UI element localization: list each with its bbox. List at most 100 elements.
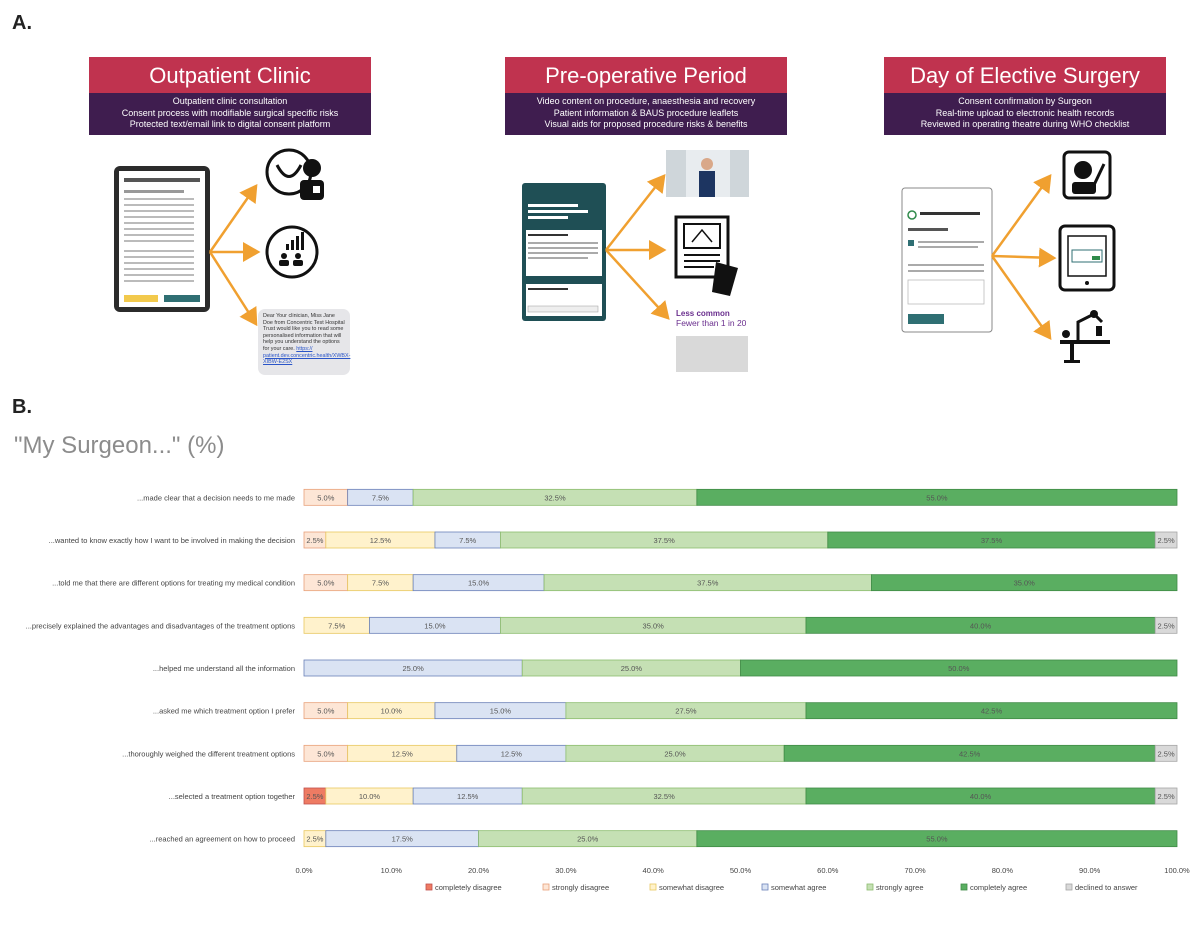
chart-title: "My Surgeon..." (%) [14, 432, 225, 459]
stage-line: Video content on procedure, anaesthesia … [536, 96, 756, 106]
x-tick-label: 30.0% [555, 866, 577, 875]
data-label: 55.0% [926, 493, 948, 502]
legend-label: completely agree [970, 883, 1027, 892]
bar-segment [871, 574, 1178, 592]
data-label: 15.0% [468, 579, 490, 588]
sms-text: Dear Your clinician, Miss Jane Doe from … [263, 313, 345, 352]
leaflet-icon [674, 215, 738, 296]
data-label: 5.0% [317, 579, 334, 588]
bar-segment [1154, 616, 1178, 634]
sms-link[interactable]: https:// patient.dev.concentric.health/X… [263, 345, 351, 366]
legend-swatch [960, 883, 968, 891]
data-label: 2.5% [1158, 621, 1175, 630]
risk-heading: Less common [676, 309, 730, 318]
data-label: 35.0% [643, 621, 665, 630]
stage-description: Consent confirmation by Surgeon Real-tim… [884, 93, 1166, 135]
x-tick-label: 20.0% [468, 866, 490, 875]
bar-segment [1154, 531, 1178, 549]
stage-title: Day of Elective Surgery [884, 57, 1166, 93]
legend-label: somewhat agree [771, 883, 826, 892]
data-label: 15.0% [424, 621, 446, 630]
category-label: ...precisely explained the advantages an… [26, 621, 296, 630]
stage-line: Real-time upload to electronic health re… [935, 107, 1115, 118]
data-label: 5.0% [317, 749, 334, 758]
data-label: 42.5% [981, 707, 1003, 716]
prostate-doctor-icon [265, 148, 324, 200]
data-label: 2.5% [306, 792, 323, 801]
x-tick-label: 50.0% [730, 866, 752, 875]
stage-line: Patient information & BAUS procedure lea… [553, 107, 739, 118]
category-label: ...thoroughly weighed the different trea… [122, 749, 295, 758]
legend-label: completely disagree [435, 883, 502, 892]
chart-people-icon [265, 225, 319, 279]
data-label: 42.5% [959, 749, 981, 758]
tablet-mockup [114, 166, 210, 312]
risk-people-grid [676, 336, 748, 372]
x-tick-label: 80.0% [992, 866, 1014, 875]
category-label: ...reached an agreement on how to procee… [149, 835, 295, 844]
stage-line: Outpatient clinic consultation [172, 96, 288, 106]
data-label: 2.5% [1158, 792, 1175, 801]
data-label: 2.5% [306, 835, 323, 844]
category-label: ...wanted to know exactly how I want to … [49, 536, 295, 545]
stage-line: Protected text/email link to digital con… [129, 119, 331, 129]
bar-segment [740, 659, 1178, 677]
data-label: 12.5% [501, 749, 523, 758]
data-label: 7.5% [459, 536, 476, 545]
surgeon-icon [1062, 150, 1112, 200]
stacked-bar-chart: 0.0% 10.0% 20.0% 30.0% 40.0% 50.0% 60.0% 70.0% 8… [26, 488, 1190, 892]
x-tick-label: 100.0% [1164, 866, 1190, 875]
legend-label: strongly disagree [552, 883, 609, 892]
data-label: 2.5% [1158, 749, 1175, 758]
legend-label: somewhat disagree [659, 883, 724, 892]
data-label: 25.0% [664, 749, 686, 758]
video-thumbnail [666, 150, 749, 197]
bar-segment [805, 702, 1178, 720]
bar-segment [696, 488, 1178, 506]
phone-mockup [522, 183, 606, 321]
stage-line: Visual aids for proposed procedure risks… [544, 119, 748, 129]
stage-outpatient: Outpatient Clinic Outpatient clinic cons… [89, 57, 371, 135]
legend-swatch [425, 883, 433, 891]
x-tick-label: 0.0% [295, 866, 312, 875]
data-label: 7.5% [328, 621, 345, 630]
legend-label: declined to answer [1075, 883, 1138, 892]
data-label: 25.0% [621, 664, 643, 673]
data-label: 50.0% [948, 664, 970, 673]
category-label: ...selected a treatment option together [169, 792, 296, 801]
legend-swatch [1065, 883, 1073, 891]
stage-line: Consent confirmation by Surgeon [958, 96, 1092, 106]
data-label: 12.5% [457, 792, 479, 801]
data-label: 15.0% [490, 707, 512, 716]
legend-label: strongly agree [876, 883, 924, 892]
consent-tablet-icon [1058, 224, 1116, 292]
x-tick-label: 10.0% [381, 866, 403, 875]
stage-preoperative: Pre-operative Period Video content on pr… [505, 57, 787, 135]
data-label: 27.5% [675, 707, 697, 716]
category-label: ...asked me which treatment option I pre… [153, 707, 296, 716]
x-tick-label: 40.0% [643, 866, 665, 875]
category-label: ...made clear that a decision needs to m… [137, 493, 295, 502]
legend-swatch [542, 883, 550, 891]
data-label: 25.0% [577, 835, 599, 844]
data-label: 12.5% [392, 749, 414, 758]
data-label: 32.5% [653, 792, 675, 801]
stage-day-of-surgery: Day of Elective Surgery Consent confirma… [884, 57, 1166, 135]
data-label: 10.0% [381, 707, 403, 716]
legend-swatch [866, 883, 874, 891]
data-label: 7.5% [372, 579, 389, 588]
stage-title: Outpatient Clinic [89, 57, 371, 93]
data-label: 55.0% [926, 835, 948, 844]
legend-swatch [761, 883, 769, 891]
data-label: 37.5% [653, 536, 675, 545]
risk-visual: Less common Fewer than 1 in 20 [676, 309, 748, 371]
data-label: 5.0% [317, 707, 334, 716]
stage-description: Video content on procedure, anaesthesia … [505, 93, 787, 135]
workflow-illustration [114, 148, 1116, 372]
data-label: 17.5% [392, 835, 414, 844]
data-label: 25.0% [402, 664, 424, 673]
category-label: ...helped me understand all the informat… [153, 664, 295, 673]
x-tick-label: 60.0% [817, 866, 839, 875]
panel-a-label: A. [12, 12, 32, 34]
bar-segment [1154, 744, 1178, 762]
